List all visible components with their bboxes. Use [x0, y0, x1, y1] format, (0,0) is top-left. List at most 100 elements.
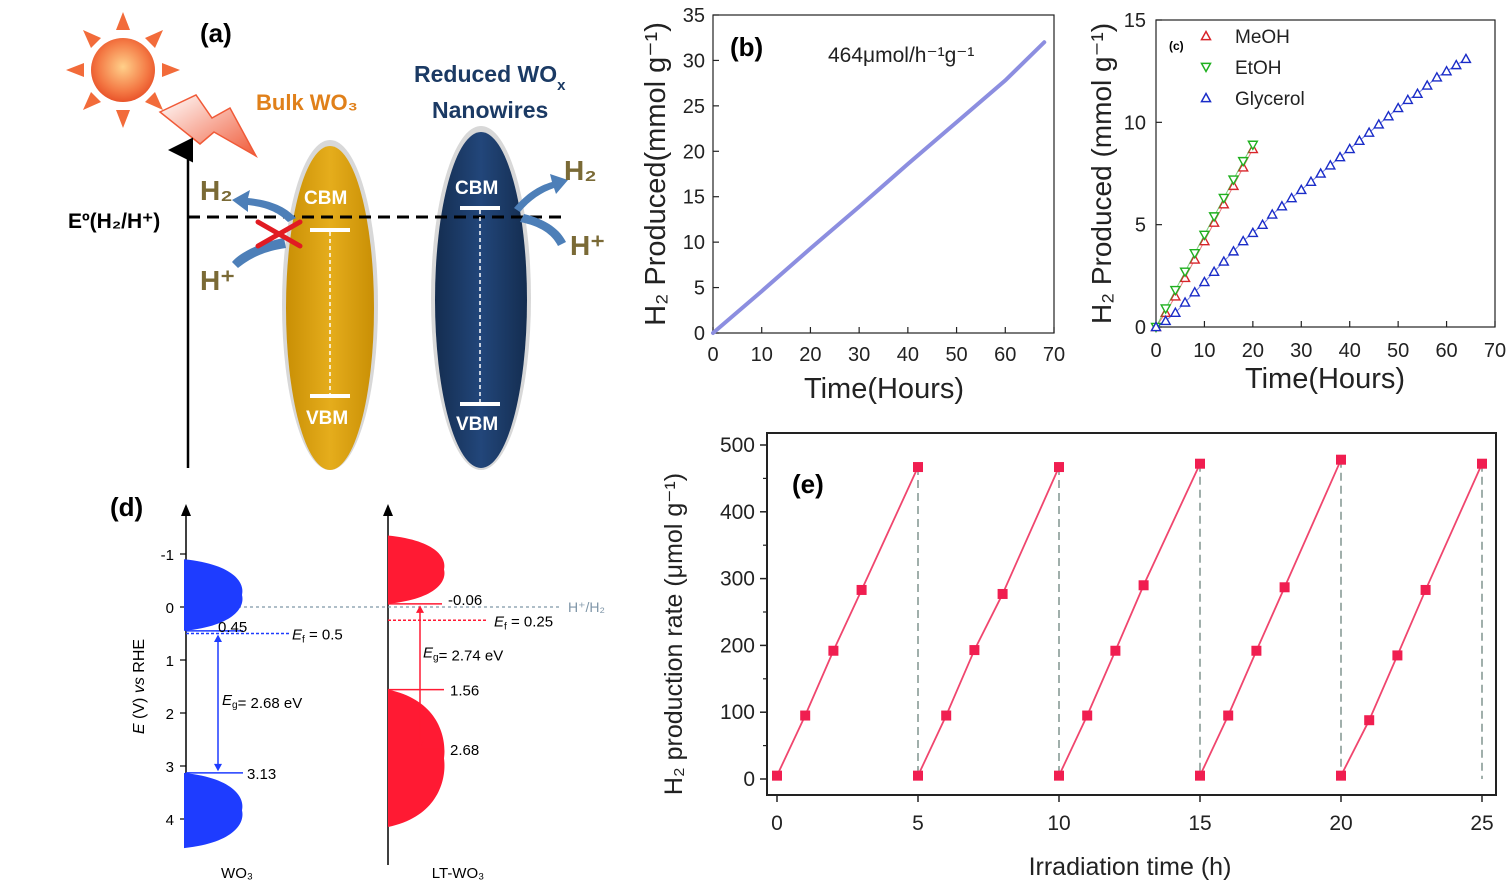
sun-icon [66, 12, 180, 128]
y-tick-label: 3 [166, 759, 174, 776]
point-glycerol [1247, 226, 1259, 238]
y-tick-label: 300 [720, 568, 755, 591]
legend-label-glycerol: Glycerol [1235, 89, 1305, 110]
y-tick-label: 4 [166, 812, 174, 829]
wo3-cb-value: 0.45 [218, 619, 247, 636]
x-axis-label: Irradiation time (h) [1029, 853, 1232, 881]
point-etoh [1208, 212, 1220, 223]
y-tick-label: 35 [683, 5, 705, 27]
point-glycerol [1179, 296, 1191, 307]
data-point [1138, 580, 1149, 591]
panel-b-label: (b) [730, 32, 763, 62]
axis-arrow [181, 504, 191, 516]
y-tick-label: 2 [166, 706, 174, 723]
x-axis-label: Time(Hours) [804, 373, 964, 405]
y-axis-label: H₂ Produced(mmol g⁻¹) [640, 22, 672, 326]
wo3-bandgap-label: Eg= 2.68 eV [222, 692, 302, 712]
series-line [711, 40, 1047, 335]
potential-label: Eº(H₂/H⁺) [68, 210, 160, 233]
point-glycerol [1208, 265, 1220, 277]
wo3-fermi-label: Ef = 0.5 [292, 627, 343, 646]
legend-label-meoh: MeOH [1235, 27, 1290, 48]
point-glycerol [1237, 235, 1249, 246]
lightning-icon [158, 94, 258, 158]
data-point [828, 645, 839, 656]
data-point [969, 645, 980, 656]
lt-wo3-bandgap-label: Eg= 2.74 eV [423, 644, 503, 664]
wo3-conduction-band [184, 559, 243, 631]
point-glycerol [1344, 142, 1356, 154]
right-hplus-label: H⁺ [570, 230, 605, 261]
point-glycerol [1353, 134, 1366, 146]
y-tick-label: 0 [743, 768, 755, 791]
x-tick-label: 60 [1435, 340, 1457, 362]
point-glycerol [1198, 276, 1211, 287]
y-tick-label: 15 [1124, 10, 1146, 32]
y-tick-label: 5 [1135, 215, 1146, 237]
y-tick-label: 20 [683, 141, 705, 163]
data-point [1420, 584, 1431, 595]
x-tick-label: 20 [1242, 340, 1264, 362]
lt-wo3-mid-value: 1.56 [450, 683, 479, 700]
panel-e-label: (e) [792, 469, 824, 499]
data-point [1110, 645, 1121, 656]
blocked-cross-icon [255, 219, 303, 249]
point-glycerol [1314, 167, 1327, 178]
point-etoh [1237, 156, 1249, 168]
point-glycerol [1285, 192, 1298, 203]
data-point [1054, 462, 1064, 473]
y-tick-label: -1 [161, 547, 174, 564]
point-glycerol [1411, 87, 1424, 98]
data-point [913, 462, 923, 473]
x-tick-label: 30 [1290, 340, 1312, 362]
ref-label: H⁺/H₂ [568, 599, 605, 615]
y-tick-label: 200 [720, 634, 755, 657]
y-tick-label: 0 [166, 600, 174, 617]
lt-wo3-gap-arrowhead-down [416, 740, 424, 748]
x-tick-label: 10 [751, 344, 773, 366]
y-tick-label: 5 [694, 278, 705, 300]
y-tick-label: 1 [166, 653, 174, 670]
x-tick-label: 30 [848, 344, 870, 366]
data-point [941, 710, 952, 721]
rate-annotation: 464μmol/h⁻¹g⁻¹ [828, 44, 974, 67]
point-glycerol [1460, 52, 1472, 64]
data-point [913, 770, 923, 781]
x-tick-label: 25 [1470, 812, 1493, 835]
point-glycerol [1150, 321, 1162, 332]
point-glycerol [1159, 314, 1172, 326]
lt-wo3-cb-value: -0.06 [448, 592, 482, 609]
axis-arrow [383, 504, 393, 516]
reduced-vbm-label: VBM [456, 414, 498, 435]
data-point [1477, 458, 1487, 469]
panel-a-label: (a) [200, 18, 232, 48]
x-tick-label: 20 [799, 344, 821, 366]
data-point [1279, 582, 1290, 593]
point-glycerol [1266, 208, 1278, 219]
x-tick-label: 20 [1329, 812, 1352, 835]
plot-frame [712, 14, 1055, 334]
panel-c-label: (c) [1169, 39, 1184, 53]
plot-frame [1155, 19, 1496, 328]
cycle-line-1 [776, 466, 919, 777]
point-glycerol [1334, 151, 1346, 162]
data-point [1223, 710, 1234, 721]
chart-d-band-alignment: -1 0 1 2 3 4 E (V) vs RHE H⁺/H₂ 0.45 Ef = 0.5 Eg= … [110, 492, 605, 882]
wo3-vb-value: 3.13 [247, 766, 276, 783]
point-glycerol [1227, 245, 1240, 256]
data-point [1082, 710, 1093, 721]
y-tick-label: 10 [683, 232, 705, 254]
data-point [800, 710, 811, 721]
y-tick-label: 100 [720, 701, 755, 724]
y-tick-label: 15 [683, 187, 705, 209]
data-point [1364, 715, 1375, 726]
data-point [1054, 770, 1064, 781]
y-tick-label: 25 [683, 96, 705, 118]
y-tick-label: 30 [683, 50, 705, 72]
point-etoh [1247, 140, 1259, 151]
bulk-cbm-label: CBM [304, 188, 347, 209]
blocked-arrow [232, 238, 286, 268]
chart-c-alcohol-comparison: 0 10 20 30 40 50 60 70 0 5 10 15 MeOH EtOH Glycerol Tim… [1086, 10, 1506, 395]
panel-d-label: (d) [110, 492, 143, 522]
x-tick-label: 15 [1188, 812, 1211, 835]
